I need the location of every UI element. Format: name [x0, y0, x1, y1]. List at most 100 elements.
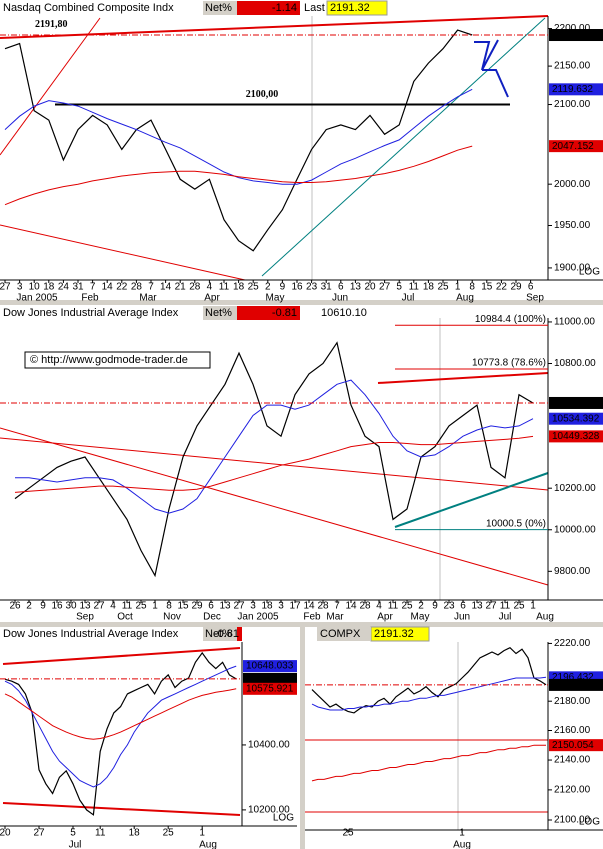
x-tick-label: 6 [338, 282, 344, 293]
x-tick-label: 7 [334, 601, 340, 612]
y-tick-label: 1900.00 [554, 263, 591, 274]
header-last-box [318, 306, 382, 320]
y-tick-label: 10200.00 [554, 483, 596, 494]
x-tick-label: 2 [26, 601, 32, 612]
x-tick-label: 21 [175, 282, 187, 293]
y-tick-label: 9800.00 [554, 566, 591, 577]
x-tick-label: 10 [29, 282, 41, 293]
moving-average [311, 676, 547, 711]
price-box [243, 682, 297, 695]
x-month-label: Apr [377, 612, 393, 623]
x-tick-label: 20 [364, 282, 376, 293]
price-line [4, 651, 237, 816]
price-line [311, 646, 547, 714]
header-last: 2191.32 [330, 2, 370, 14]
x-tick-label: 28 [317, 601, 329, 612]
log-label: LOG [579, 817, 600, 828]
fib-label: 10984.4 (100%) [475, 314, 546, 325]
moving-average [4, 665, 237, 788]
price-box [549, 396, 603, 409]
y-tick-label: 10200.00 [248, 805, 290, 816]
x-tick-label: 25 [401, 601, 413, 612]
price-box [549, 678, 603, 691]
x-tick-label: 1 [152, 601, 158, 612]
y-tick-label: 2120.00 [554, 785, 591, 796]
log-label: LOG [579, 267, 600, 278]
header-box [317, 627, 370, 641]
price-box [243, 660, 297, 673]
header-net-box [237, 1, 300, 15]
x-tick-label: 30 [65, 601, 77, 612]
forecast-arrow [474, 39, 499, 71]
x-month-label: Feb [303, 612, 321, 623]
x-tick-label: 5 [396, 282, 402, 293]
x-tick-label: 27 [485, 601, 497, 612]
y-tick-label: 10000.00 [554, 524, 596, 535]
price-box-label: 10607.31 [246, 674, 288, 685]
level-label: 2191,80 [35, 19, 68, 30]
header-last-box [326, 0, 388, 16]
header-last-box [370, 626, 430, 642]
price-box-label: 10575.921 [246, 683, 294, 694]
x-tick-label: 14 [160, 282, 172, 293]
header-last-label: Last [304, 2, 325, 14]
x-tick-label: 8 [166, 601, 172, 612]
x-tick-label: 18 [129, 828, 141, 839]
annotation-box [24, 351, 211, 369]
x-tick-label: 6 [528, 282, 534, 293]
price-box-label: 10648.033 [246, 661, 294, 672]
panel-background [0, 0, 603, 300]
trend-line [261, 17, 546, 277]
x-tick-label: 9 [432, 601, 438, 612]
price-box-label: 2119.632 [552, 84, 593, 95]
trend-line [2, 647, 241, 665]
price-box [243, 672, 297, 685]
x-month-label: Jun [454, 612, 470, 623]
price-box [549, 739, 603, 752]
x-tick-label: 16 [51, 601, 63, 612]
level-label: 2100,00 [246, 89, 279, 100]
x-tick-label: 15 [177, 601, 189, 612]
y-tick-label: 2200.00 [554, 23, 591, 34]
x-tick-label: 17 [289, 601, 301, 612]
price-box-label: 10449.328 [552, 431, 600, 442]
x-tick-label: 2 [418, 601, 424, 612]
x-tick-label: 7 [148, 282, 154, 293]
trend-line [0, 224, 246, 281]
x-month-label: May [266, 293, 285, 304]
x-tick-label: 25 [513, 601, 525, 612]
x-month-label: Aug [199, 840, 217, 849]
x-tick-label: 9 [40, 601, 46, 612]
x-tick-label: 11 [122, 601, 133, 612]
trend-line [377, 372, 549, 384]
y-tick-label: 2180.00 [554, 696, 591, 707]
x-tick-label: 8 [469, 282, 475, 293]
fib-label: 10000.5 (0%) [486, 518, 546, 529]
header-box [203, 306, 237, 320]
x-month-label: Aug [456, 293, 474, 304]
y-tick-label: 1950.00 [554, 220, 591, 231]
header-net: -0.81 [214, 628, 239, 640]
x-tick-label: 4 [376, 601, 382, 612]
x-tick-label: 25 [342, 828, 354, 839]
price-box [549, 29, 603, 42]
x-tick-label: 29 [510, 282, 522, 293]
x-month-label: Aug [536, 612, 554, 623]
x-month-label: Jul [499, 612, 512, 623]
x-tick-label: 4 [110, 601, 116, 612]
x-tick-label: 27 [33, 828, 45, 839]
moving-average [4, 88, 473, 185]
x-tick-label: 3 [278, 601, 284, 612]
x-tick-label: 11 [388, 601, 399, 612]
x-tick-label: 24 [58, 282, 70, 293]
price-line [4, 29, 473, 252]
x-month-label: Jun [332, 293, 348, 304]
x-month-label: Jul [402, 293, 415, 304]
price-line [14, 341, 534, 578]
header-net-box [237, 306, 300, 320]
x-tick-label: 18 [261, 601, 273, 612]
trend-line [0, 427, 549, 586]
x-tick-label: 14 [345, 601, 357, 612]
